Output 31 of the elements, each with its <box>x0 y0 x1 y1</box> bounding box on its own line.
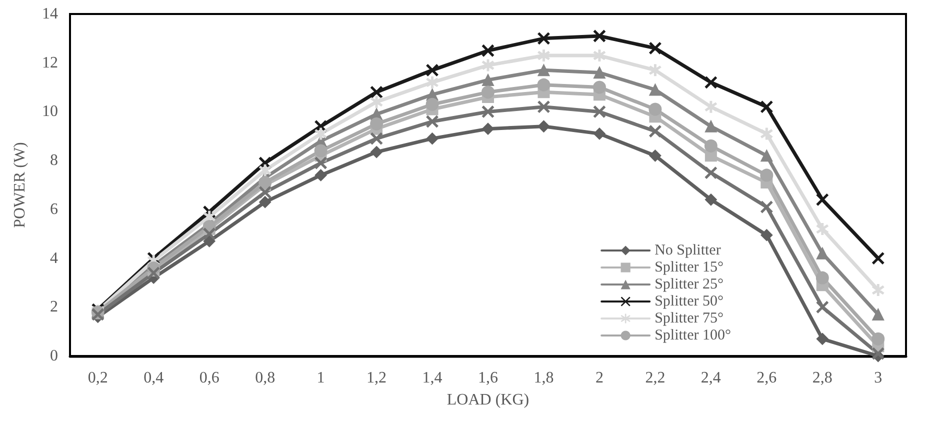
y-tick-label: 12 <box>42 54 58 72</box>
x-tick-label: 0,2 <box>88 370 108 386</box>
y-axis-title: POWER (W) <box>12 142 28 228</box>
y-tick-label: 8 <box>50 152 58 170</box>
y-tick-label: 14 <box>42 6 58 22</box>
x-tick-label: 0,4 <box>144 370 164 386</box>
y-tick-label: 0 <box>50 348 58 364</box>
x-tick-label: 1,8 <box>534 370 554 386</box>
legend-label: Splitter 25° <box>654 276 724 292</box>
x-axis-title: LOAD (KG) <box>446 392 530 408</box>
x-tick-label: 1,4 <box>422 370 442 386</box>
x-tick-label: 2,6 <box>756 370 777 386</box>
x-tick-label: 1,2 <box>366 370 387 386</box>
x-tick-label: 0,8 <box>255 370 276 386</box>
x-tick-label: 2 <box>595 370 604 386</box>
x-tick-label: 3 <box>874 370 882 386</box>
x-tick-label: 2,4 <box>700 370 721 386</box>
y-tick-label: 4 <box>50 250 58 267</box>
legend-label: Splitter 75° <box>654 310 724 326</box>
x-tick-label: 0,6 <box>199 370 220 386</box>
legend-label: No Splitter <box>654 242 721 258</box>
x-tick-label: 1,6 <box>478 370 498 386</box>
legend-label: Splitter 15° <box>654 260 724 276</box>
x-tick-label: 2,8 <box>812 370 832 386</box>
legend-label: Splitter 100° <box>654 328 732 344</box>
legend-label: Splitter 50° <box>654 294 724 310</box>
x-tick-label: 2,2 <box>645 370 666 386</box>
y-tick-label: 10 <box>42 103 58 120</box>
y-tick-label: 6 <box>50 200 58 218</box>
y-tick-label: 2 <box>50 298 58 316</box>
x-tick-label: 1 <box>316 370 325 386</box>
